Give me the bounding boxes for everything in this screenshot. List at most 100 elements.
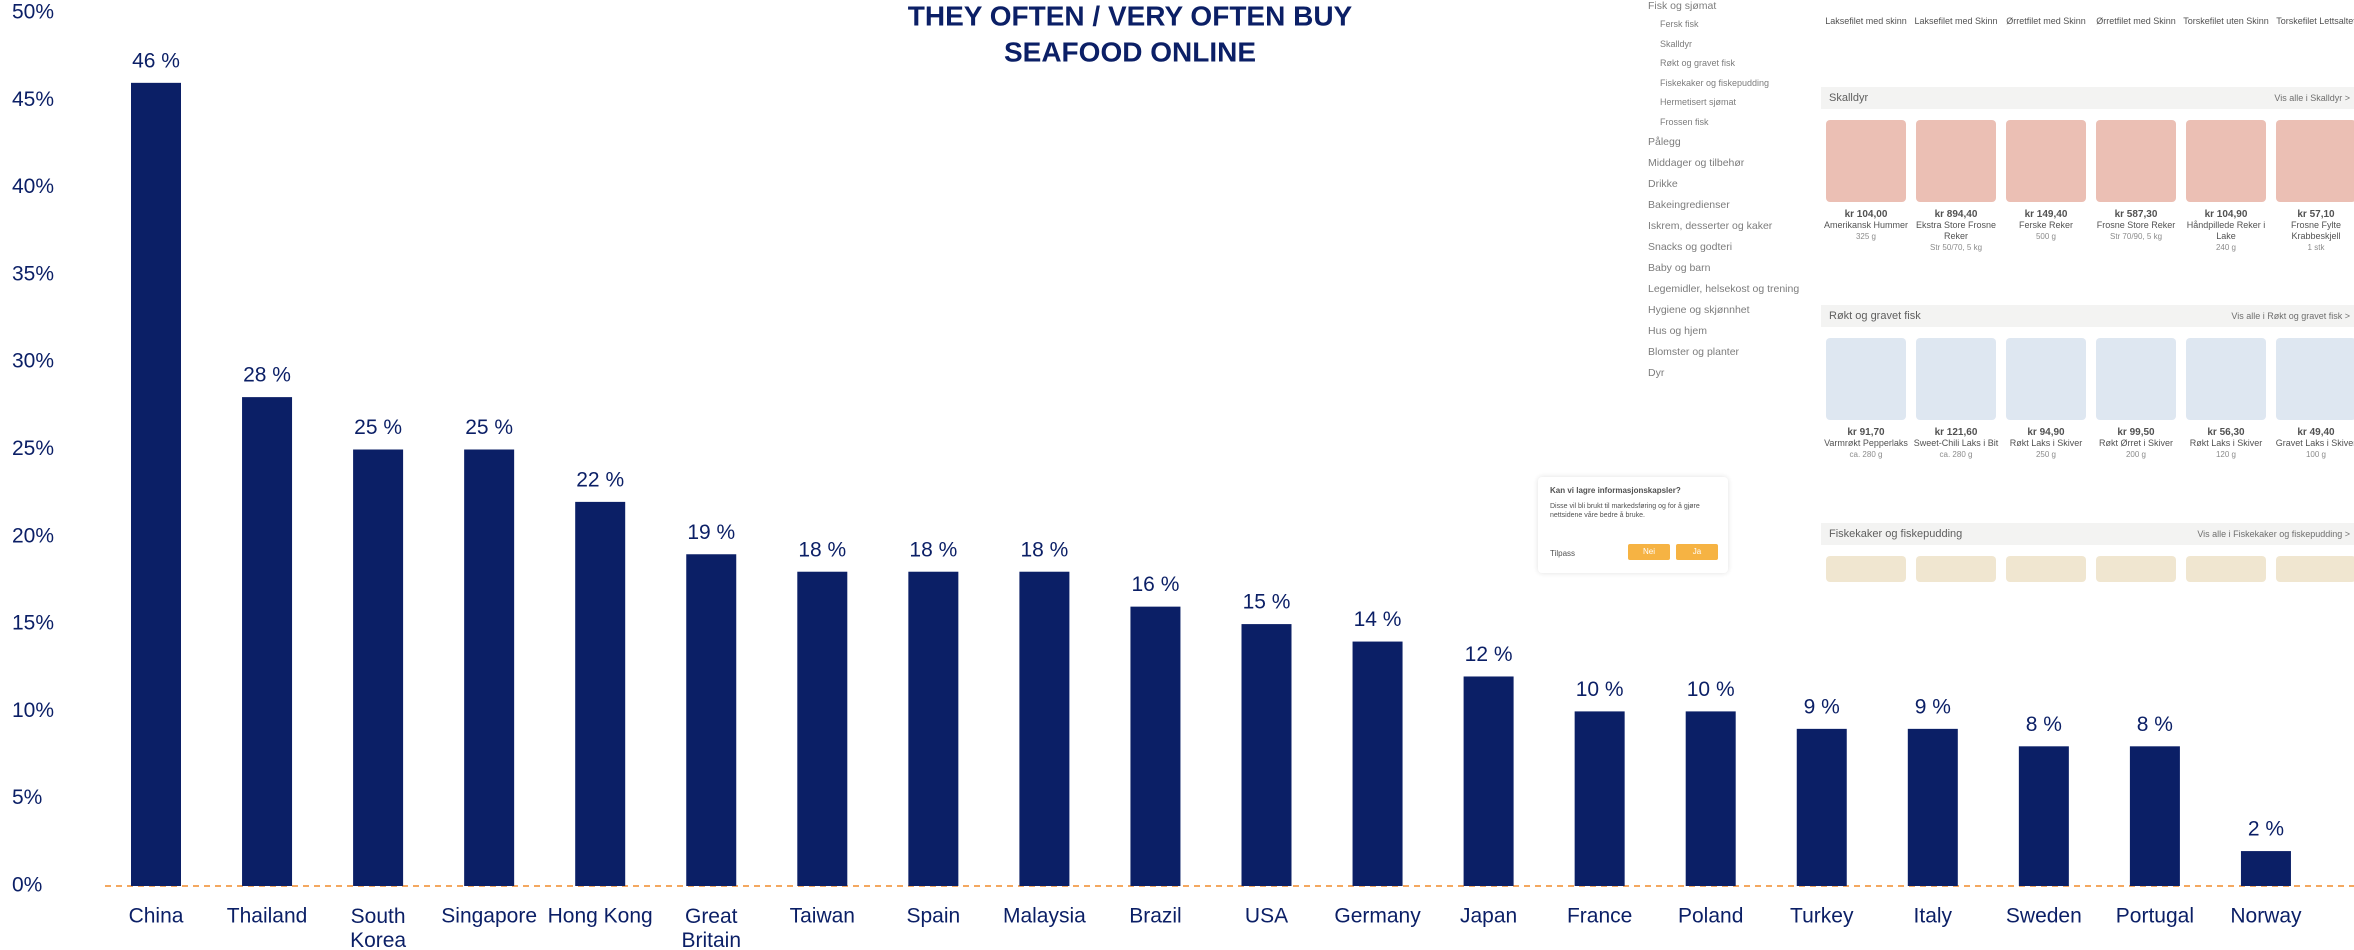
product-price: kr 104,90: [2204, 209, 2248, 220]
product-card: kr 99,50 Røkt Ørret i Skiver 200 g: [2093, 427, 2179, 460]
chart-title: THEY OFTEN / VERY OFTEN BUY: [908, 0, 1353, 31]
value-label: 22 %: [576, 468, 624, 491]
y-tick-label: 30%: [12, 350, 54, 373]
bar: [797, 571, 848, 886]
product-name: Ferske Reker: [2018, 220, 2073, 230]
x-tick-label: Malaysia: [1003, 905, 1086, 928]
product-image: [1826, 120, 1906, 202]
product-name: Ekstra Store Frosne Reker: [1915, 220, 1997, 241]
product-size: 240 g: [2215, 243, 2237, 252]
bar: [2240, 851, 2291, 886]
x-tick-label: Japan: [1460, 905, 1517, 928]
product-size: 325 g: [1855, 232, 1877, 241]
webshop-screenshot: Fisk og sjømat Fersk fisk Skalldyr Røkt og …: [1538, 0, 2354, 582]
product-card: kr 49,40 Gravet Laks i Skiver 100 g: [2273, 427, 2354, 460]
value-label: 14 %: [1354, 608, 1402, 631]
product-price: kr 57,10: [2297, 209, 2335, 220]
bar: [353, 449, 404, 886]
bar: [1019, 571, 1070, 886]
cookie-text: Disse vil bli brukt til markedsføring og…: [1550, 503, 1700, 519]
x-tick-label: Singapore: [441, 905, 537, 928]
product-name: Torskefilet uten Skinn: [2183, 16, 2269, 26]
product-image: [1916, 120, 1996, 202]
product-price: kr 104,00: [1844, 209, 1888, 220]
product-size: 250 g: [2035, 450, 2057, 459]
x-tick-label: USA: [1245, 905, 1288, 928]
product-name: Gravet Laks i Skiver: [2275, 438, 2354, 448]
sidebar-item: Iskrem, desserter og kaker: [1648, 220, 1773, 232]
product-size: 1 stk: [2307, 243, 2325, 252]
cookie-dialog: Kan vi lagre informasjonskapsler? Disse v…: [1538, 477, 1728, 573]
product-name: Laksefilet med Skinn: [1914, 16, 1998, 26]
product-card: kr 894,40 Ekstra Store Frosne Reker Str 50…: [1913, 209, 1999, 253]
bar: [131, 82, 181, 887]
product-image: [2276, 338, 2354, 420]
value-label: 19 %: [687, 521, 735, 544]
product-card: kr 104,90 Håndpillede Reker i Lake 240 g: [2183, 209, 2269, 253]
sidebar-item: Middager og tilbehør: [1648, 157, 1745, 169]
product-price: kr 94,90: [2027, 427, 2065, 438]
product-card: kr 104,00 Amerikansk Hummer 325 g: [1823, 209, 1909, 242]
value-label: 25 %: [465, 416, 513, 439]
product-card: kr 56,30 Røkt Laks i Skiver 120 g: [2183, 427, 2269, 460]
y-tick-label: 40%: [12, 175, 54, 198]
product-image: [2096, 120, 2176, 202]
x-tick-label: Turkey: [1790, 905, 1854, 928]
y-tick-label: 15%: [12, 612, 54, 635]
product-name: Frosne Store Reker: [2096, 220, 2176, 230]
bar: [1241, 624, 1292, 886]
x-tick-label: Great Britain: [681, 905, 741, 950]
y-tick-label: 5%: [12, 786, 42, 809]
y-tick-label: 45%: [12, 88, 54, 111]
product-image: [1826, 338, 1906, 420]
section-title: Fiskekaker og fiskepudding: [1829, 528, 1963, 540]
product-image: [2186, 338, 2266, 420]
product-size: 100 g: [2305, 450, 2327, 459]
value-label: 15 %: [1243, 591, 1291, 614]
x-tick-label: Germany: [1334, 905, 1421, 928]
cookie-title: Kan vi lagre informasjonskapsler?: [1550, 486, 1681, 495]
y-tick-label: 0%: [12, 874, 42, 897]
y-tick-label: 10%: [12, 699, 54, 722]
y-tick-label: 20%: [12, 524, 54, 547]
sidebar-item: Snacks og godteri: [1648, 241, 1733, 253]
sidebar-subitem: Fiskekaker og fiskepudding: [1660, 77, 1770, 88]
sidebar-subitem: Hermetisert sjømat: [1660, 97, 1737, 107]
product-price: kr 894,40: [1934, 209, 1978, 220]
value-label: 46 %: [132, 49, 180, 72]
product-image: [2096, 338, 2176, 420]
product-card: kr 94,90 Røkt Laks i Skiver 250 g: [2003, 427, 2089, 460]
value-label: 2 %: [2248, 818, 2284, 841]
product-name: Torskefilet Lettsaltet: [2276, 16, 2354, 26]
x-tick-label: Poland: [1678, 905, 1743, 928]
product-name: Røkt Laks i Skiver: [2009, 438, 2083, 448]
value-label: 8 %: [2137, 713, 2173, 736]
x-tick-label: South Korea: [350, 905, 406, 950]
product-image: [2006, 338, 2086, 420]
product-card: kr 121,60 Sweet-Chili Laks i Bit ca. 280 g: [1913, 427, 1999, 460]
product-image: [2006, 120, 2086, 202]
product-image: [2186, 556, 2266, 582]
product-size: ca. 280 g: [1849, 450, 1883, 459]
bar: [575, 501, 626, 886]
section-header: Fiskekaker og fiskepudding Vis alle i Fis…: [1821, 523, 2354, 545]
product-name: Sweet-Chili Laks i Bit: [1913, 438, 1999, 448]
value-label: 25 %: [354, 416, 402, 439]
x-tick-label: Thailand: [227, 905, 308, 928]
product-name: Røkt Laks i Skiver: [2189, 438, 2263, 448]
bar: [1352, 641, 1403, 886]
chart-title: SEAFOOD ONLINE: [1004, 36, 1256, 67]
bar: [908, 571, 959, 886]
product-name: Røkt Ørret i Skiver: [2098, 438, 2173, 448]
sidebar-item: Legemidler, helsekost og trening: [1648, 283, 1800, 295]
bar: [1796, 728, 1847, 886]
product-price: kr 99,50: [2117, 427, 2155, 438]
product-image: [1826, 556, 1906, 582]
product-name: Laksefilet med skinn: [1825, 16, 1907, 26]
product-card: kr 91,70 Varmrøkt Pepperlaks ca. 280 g: [1823, 427, 1909, 460]
product-card: kr 149,40 Ferske Reker 500 g: [2003, 209, 2089, 242]
product-price: kr 91,70: [1847, 427, 1885, 438]
value-label: 9 %: [1915, 695, 1951, 718]
bar: [2018, 746, 2069, 886]
